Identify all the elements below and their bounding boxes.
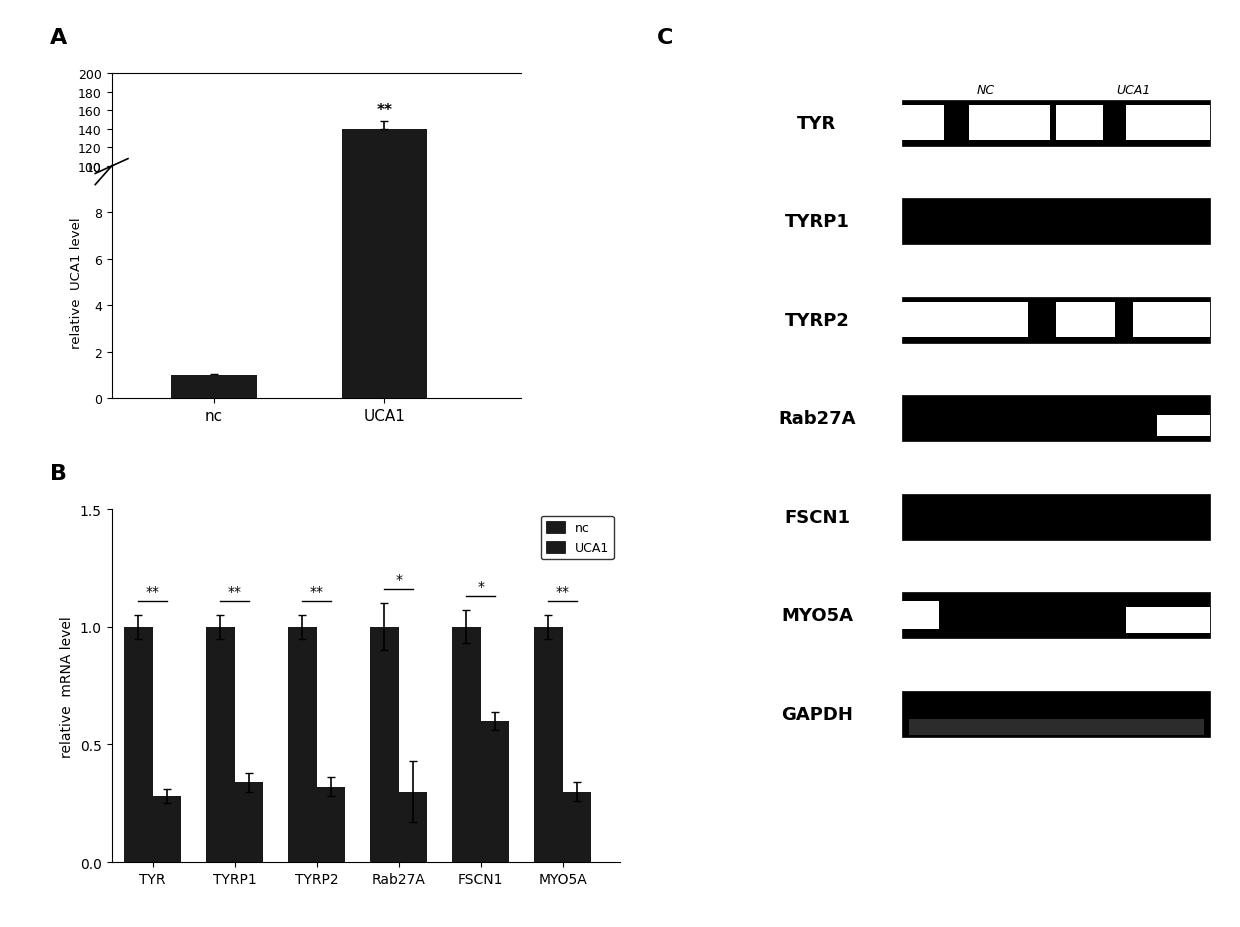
Text: **: ** bbox=[228, 584, 242, 598]
Text: NC: NC bbox=[977, 83, 994, 96]
Bar bbox=[398, 792, 428, 862]
Text: B: B bbox=[50, 464, 67, 484]
Bar bbox=[1126, 607, 1210, 633]
Bar bbox=[903, 593, 1210, 639]
Bar bbox=[342, 130, 427, 260]
Text: TYRP1: TYRP1 bbox=[785, 213, 849, 231]
Bar bbox=[968, 106, 1050, 141]
Bar bbox=[903, 298, 1210, 343]
Text: **: ** bbox=[310, 584, 324, 598]
Bar bbox=[903, 106, 944, 141]
Bar bbox=[481, 721, 510, 862]
Text: GAPDH: GAPDH bbox=[781, 705, 853, 723]
Bar bbox=[451, 628, 481, 862]
Text: *: * bbox=[477, 579, 484, 593]
Bar bbox=[1056, 106, 1102, 141]
Bar bbox=[909, 718, 1204, 735]
Bar bbox=[903, 199, 1210, 245]
Text: **: ** bbox=[145, 584, 160, 598]
Bar bbox=[1157, 415, 1210, 437]
Text: TYR: TYR bbox=[797, 115, 837, 133]
Bar bbox=[288, 628, 316, 862]
Bar bbox=[124, 628, 153, 862]
Bar bbox=[316, 787, 345, 862]
Bar bbox=[1115, 303, 1133, 337]
Text: C: C bbox=[657, 28, 673, 48]
Legend: nc, UCA1: nc, UCA1 bbox=[541, 516, 614, 560]
Bar bbox=[903, 303, 1028, 337]
Bar bbox=[1056, 303, 1115, 337]
Bar bbox=[563, 792, 591, 862]
Text: A: A bbox=[50, 28, 67, 48]
Text: UCA1: UCA1 bbox=[1116, 83, 1151, 96]
Bar bbox=[342, 0, 427, 399]
Y-axis label: relative  mRNA level: relative mRNA level bbox=[61, 616, 74, 756]
Text: FSCN1: FSCN1 bbox=[784, 508, 849, 527]
Bar bbox=[1133, 303, 1210, 337]
Bar bbox=[534, 628, 563, 862]
Text: *: * bbox=[396, 572, 402, 586]
Text: **: ** bbox=[377, 103, 392, 118]
Bar bbox=[171, 375, 257, 399]
Bar bbox=[903, 602, 940, 629]
Text: **: ** bbox=[556, 584, 569, 598]
Bar bbox=[1126, 106, 1210, 141]
Bar bbox=[903, 100, 1210, 146]
Bar bbox=[903, 494, 1210, 540]
Bar bbox=[234, 782, 263, 862]
Bar bbox=[370, 628, 398, 862]
Bar bbox=[1102, 106, 1126, 141]
Bar bbox=[903, 692, 1210, 737]
Bar bbox=[153, 796, 181, 862]
Bar bbox=[206, 628, 234, 862]
Text: MYO5A: MYO5A bbox=[781, 607, 853, 625]
Text: TYRP2: TYRP2 bbox=[785, 311, 849, 329]
Bar bbox=[903, 396, 1210, 442]
Text: Rab27A: Rab27A bbox=[779, 410, 856, 428]
Y-axis label: relative  UCA1 level: relative UCA1 level bbox=[71, 217, 83, 349]
